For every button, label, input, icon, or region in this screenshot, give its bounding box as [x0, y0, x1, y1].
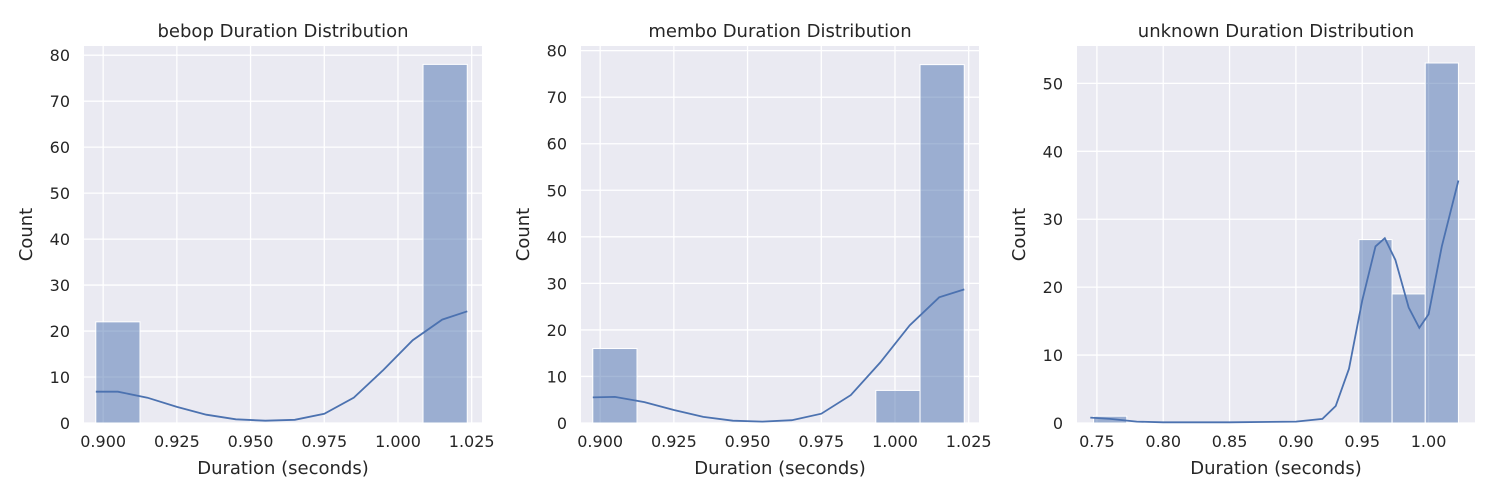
- x-tick-label: 0.80: [1145, 432, 1181, 451]
- plot-area: [84, 46, 482, 423]
- y-tick-label: 80: [547, 42, 567, 61]
- x-tick-label: 1.00: [1411, 432, 1447, 451]
- y-tick-label: 10: [50, 368, 70, 387]
- y-tick-label: 20: [1043, 278, 1063, 297]
- x-tick-label: 0.950: [725, 432, 771, 451]
- histogram-panel-3: 0.75 0.80 0.85 0.90 0.95 1.00 0 10 20 30 40 50 unkno…: [1009, 21, 1475, 479]
- x-tick-label: 0.925: [154, 432, 200, 451]
- y-tick-label: 30: [1043, 210, 1063, 229]
- y-axis-label: Count: [16, 208, 37, 261]
- y-tick-label: 10: [1043, 346, 1063, 365]
- y-tick-label: 30: [50, 276, 70, 295]
- x-tick-label: 0.975: [798, 432, 844, 451]
- histogram-bar: [592, 348, 638, 424]
- histogram-bar: [875, 389, 921, 424]
- y-tick-label: 40: [547, 228, 567, 247]
- histogram-bar: [95, 321, 141, 424]
- histogram-panel-1: 0.900 0.925 0.950 0.975 1.000 1.025 0 10 20 30 40 5…: [16, 21, 495, 479]
- x-tick-label: 1.000: [872, 432, 918, 451]
- y-tick-label: 70: [547, 88, 567, 107]
- y-tick-label: 80: [50, 46, 70, 65]
- y-tick-label: 30: [547, 274, 567, 293]
- histogram-bar: [422, 63, 468, 424]
- y-tick-label: 20: [50, 322, 70, 341]
- y-tick-label: 40: [50, 230, 70, 249]
- y-tick-label: 0: [557, 414, 567, 433]
- plot-area: [581, 46, 979, 423]
- histogram-panel-2: 0.900 0.925 0.950 0.975 1.000 1.025 0 10 20 30 40 5…: [513, 21, 992, 479]
- x-tick-label: 0.900: [80, 432, 126, 451]
- kde-curve: [1090, 180, 1460, 424]
- histogram-bar: [1391, 293, 1426, 424]
- y-tick-label: 50: [547, 181, 567, 200]
- panel-title: unknown Duration Distribution: [1138, 21, 1414, 42]
- y-tick-label: 20: [547, 321, 567, 340]
- y-tick-label: 60: [547, 135, 567, 154]
- histogram-bar: [919, 64, 965, 424]
- y-tick-label: 50: [50, 184, 70, 203]
- y-tick-label: 0: [60, 414, 70, 433]
- kde-curve: [95, 310, 468, 422]
- y-tick-label: 10: [547, 367, 567, 386]
- x-axis-label: Duration (seconds): [694, 458, 866, 479]
- y-tick-label: 0: [1053, 414, 1063, 433]
- histogram-bar: [1358, 239, 1393, 424]
- x-axis-label: Duration (seconds): [1190, 458, 1362, 479]
- x-axis-label: Duration (seconds): [197, 458, 369, 479]
- y-tick-label: 60: [50, 138, 70, 157]
- x-tick-label: 1.025: [946, 432, 992, 451]
- x-tick-label: 1.000: [375, 432, 421, 451]
- kde-curve: [592, 288, 965, 423]
- panel-title: bebop Duration Distribution: [158, 21, 409, 42]
- y-tick-label: 40: [1043, 142, 1063, 161]
- x-tick-label: 0.975: [301, 432, 347, 451]
- x-tick-label: 0.75: [1079, 432, 1115, 451]
- y-tick-label: 50: [1043, 74, 1063, 93]
- panel-title: membo Duration Distribution: [648, 21, 911, 42]
- y-tick-label: 70: [50, 92, 70, 111]
- x-tick-label: 0.900: [577, 432, 623, 451]
- x-tick-label: 0.95: [1344, 432, 1380, 451]
- x-tick-label: 0.85: [1212, 432, 1248, 451]
- y-axis-label: Count: [1009, 208, 1030, 261]
- x-tick-label: 0.90: [1278, 432, 1314, 451]
- x-tick-label: 0.925: [651, 432, 697, 451]
- x-tick-label: 0.950: [228, 432, 274, 451]
- y-axis-label: Count: [513, 208, 534, 261]
- x-tick-label: 1.025: [449, 432, 495, 451]
